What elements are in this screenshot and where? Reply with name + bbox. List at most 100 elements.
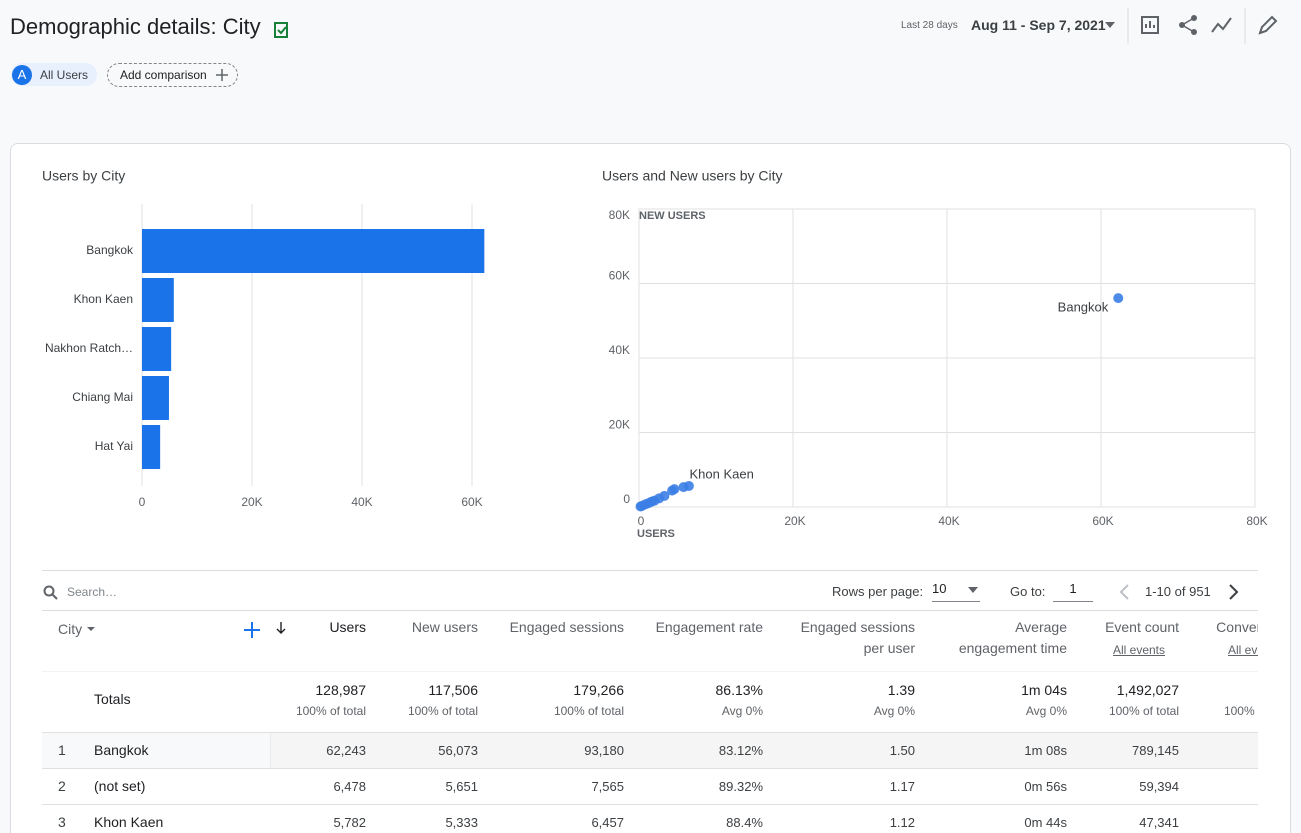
x-tick-label: 20K bbox=[784, 514, 805, 528]
insights-icon[interactable] bbox=[1211, 17, 1232, 33]
date-dropdown[interactable] bbox=[1104, 21, 1116, 29]
toolbar-icons bbox=[1127, 8, 1278, 44]
row-rank: 2 bbox=[58, 778, 66, 794]
point bbox=[667, 485, 678, 496]
table-row bbox=[42, 804, 1258, 833]
row-value: 89.32% bbox=[718, 779, 763, 794]
edit-icon[interactable] bbox=[1258, 15, 1278, 35]
x-tick-label: 0 bbox=[638, 514, 645, 528]
column-subheader: All events bbox=[1112, 643, 1165, 657]
divider bbox=[42, 610, 1258, 611]
column-header: Users bbox=[329, 619, 366, 635]
bar bbox=[142, 376, 169, 420]
column-header: Engaged sessions bbox=[509, 619, 624, 635]
y-tick-label: Bangkok bbox=[86, 243, 134, 257]
y-tick-label: 60K bbox=[609, 269, 630, 283]
row-divider bbox=[42, 671, 1258, 672]
add-dimension[interactable] bbox=[242, 620, 262, 640]
verified-icon bbox=[274, 22, 288, 38]
row-value: 1m 08s bbox=[1024, 743, 1067, 758]
charts: Users by City Users and New users by Cit… bbox=[42, 168, 1268, 540]
x-tick-label: 0 bbox=[139, 495, 146, 509]
totals-value: 179,266 bbox=[573, 682, 624, 698]
chart-title: Users and New users by City bbox=[602, 168, 783, 184]
totals-sub: 100% of total bbox=[407, 704, 478, 718]
column-header: Conversions bbox=[1216, 619, 1258, 635]
sort-icon bbox=[276, 622, 286, 634]
y-tick-label: 0 bbox=[623, 492, 630, 506]
y-tick-label: 40K bbox=[609, 343, 630, 357]
dropdown-icon bbox=[87, 627, 95, 631]
next-page[interactable] bbox=[1226, 583, 1240, 601]
point bbox=[683, 480, 694, 491]
y-tick-label: Hat Yai bbox=[95, 439, 133, 453]
row-value: 5,651 bbox=[445, 779, 478, 794]
x-tick-label: 60K bbox=[461, 495, 482, 509]
y-tick-label: Chiang Mai bbox=[72, 390, 133, 404]
search-input[interactable]: Search… bbox=[67, 585, 118, 599]
totals-sub: 100% of total bbox=[1108, 704, 1179, 718]
row-value: 47,341 bbox=[1139, 815, 1179, 830]
page-title: Demographic details: City bbox=[10, 14, 261, 39]
point-label: Bangkok bbox=[1058, 300, 1109, 315]
totals-value: 117,506 bbox=[428, 682, 478, 698]
city-cell bbox=[42, 733, 271, 768]
segment-badge: A bbox=[12, 65, 32, 85]
column-header: New users bbox=[411, 619, 478, 635]
row-value: 88.4% bbox=[726, 815, 763, 830]
totals-label: Totals bbox=[94, 691, 131, 707]
y-tick-label: 80K bbox=[609, 208, 630, 222]
row-value: 83.12% bbox=[718, 743, 763, 758]
totals-sub: Avg 0% bbox=[1025, 704, 1067, 718]
segment-chip[interactable] bbox=[11, 63, 97, 86]
column-header: Engagement rate bbox=[655, 619, 763, 635]
chart-title: Users by City bbox=[42, 168, 125, 184]
column-header: Event count bbox=[1105, 619, 1179, 635]
row-value: 6,478 bbox=[333, 779, 366, 794]
share-icon[interactable] bbox=[1179, 15, 1197, 35]
row-value: 59,394 bbox=[1139, 779, 1179, 794]
row-value: 93,180 bbox=[584, 743, 624, 758]
row-value: 5,782 bbox=[333, 815, 366, 830]
bar bbox=[142, 278, 174, 322]
x-tick-label: 40K bbox=[351, 495, 372, 509]
totals-sub: Avg 0% bbox=[873, 704, 915, 718]
y-tick-label: Khon Kaen bbox=[74, 292, 133, 306]
search-icon bbox=[43, 585, 58, 600]
pagination: 1-10 of 951 bbox=[1145, 584, 1211, 599]
totals-value: 128,987 bbox=[315, 682, 366, 698]
column-header: Average engagement time bbox=[958, 619, 1067, 656]
date-label: Last 28 days bbox=[901, 20, 958, 31]
totals-value: 86.13% bbox=[715, 682, 763, 698]
row-value: 0m 56s bbox=[1024, 779, 1067, 794]
customize-icon[interactable] bbox=[1141, 16, 1159, 34]
column-subheader: All events bbox=[1227, 643, 1258, 657]
rows-per-page-select[interactable]: 10 bbox=[932, 581, 980, 602]
totals-value: 1m 04s bbox=[1021, 682, 1067, 698]
row-value: 5,333 bbox=[445, 815, 478, 830]
go-to-input[interactable]: 1 bbox=[1053, 581, 1093, 602]
totals-sub: 100% of total bbox=[553, 704, 624, 718]
bar bbox=[142, 229, 485, 273]
add-comparison-label: Add comparison bbox=[120, 68, 207, 82]
totals-sub: Avg 0% bbox=[721, 704, 763, 718]
row-value: 1.12 bbox=[889, 815, 915, 830]
row-city: Bangkok bbox=[94, 742, 149, 758]
y-axis-title: NEW USERS bbox=[639, 210, 706, 222]
x-tick-label: 60K bbox=[1092, 514, 1113, 528]
row-city: Khon Kaen bbox=[94, 814, 164, 830]
row-rank: 1 bbox=[58, 742, 66, 758]
y-tick-label: 20K bbox=[609, 418, 630, 432]
row-value: 6,457 bbox=[591, 815, 624, 830]
date-range[interactable]: Aug 11 - Sep 7, 2021 bbox=[971, 17, 1106, 33]
y-tick-label: Nakhon Ratch… bbox=[45, 341, 133, 355]
add-comparison-button[interactable] bbox=[107, 63, 238, 87]
row-rank: 3 bbox=[58, 814, 66, 830]
prev-page[interactable] bbox=[1118, 583, 1132, 601]
bar bbox=[142, 327, 172, 371]
point bbox=[635, 501, 646, 512]
go-to-label: Go to: bbox=[1010, 584, 1046, 599]
rows-per-page-label: Rows per page: bbox=[832, 584, 924, 599]
totals-value: 1.39 bbox=[887, 682, 915, 698]
